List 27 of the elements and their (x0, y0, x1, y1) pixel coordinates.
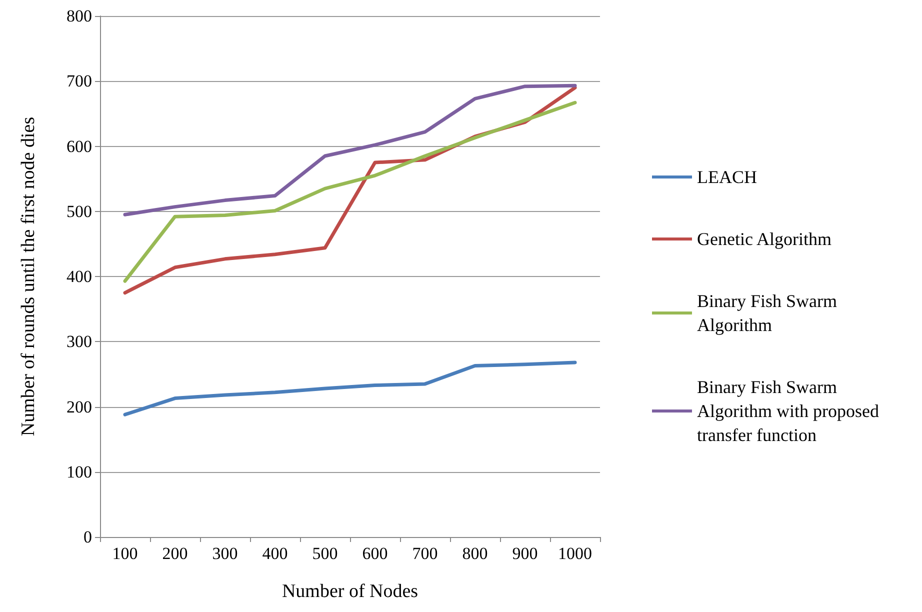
y-tick-label: 600 (66, 136, 92, 156)
x-axis-title: Number of Nodes (282, 581, 418, 602)
x-tick-label: 200 (162, 544, 188, 563)
x-tick-label: 900 (512, 544, 538, 563)
x-tick-label: 500 (312, 544, 338, 563)
y-tick-label: 400 (66, 267, 92, 286)
y-tick-label: 500 (66, 202, 92, 221)
x-tick-label: 400 (262, 544, 288, 563)
line-series (123, 360, 577, 416)
y-axis-title: Number of rounds until the first node dies (18, 116, 39, 436)
y-tick-label: 800 (66, 6, 92, 26)
x-tick-label: 100 (112, 544, 138, 563)
y-tick-label: 0 (84, 528, 92, 546)
line-series (123, 84, 577, 216)
y-tick-label: 200 (66, 397, 92, 416)
legend-label: Binary Fish Swarm Algorithm with proposed transfer function (697, 377, 884, 445)
legend-label: LEACH (697, 167, 757, 187)
legend-label: Genetic Algorithm (697, 229, 832, 249)
x-tick-label: 300 (212, 544, 238, 563)
legend-label: Binary Fish Swarm Algorithm (697, 291, 842, 335)
x-tick-label: 600 (362, 544, 388, 563)
y-tick-label: 100 (66, 462, 92, 482)
x-tick-label: 1000 (558, 544, 592, 563)
x-tick-label: 700 (412, 544, 438, 563)
x-tick-label: 800 (462, 544, 488, 563)
y-tick-label: 300 (66, 332, 92, 352)
y-tick-label: 700 (66, 72, 92, 91)
